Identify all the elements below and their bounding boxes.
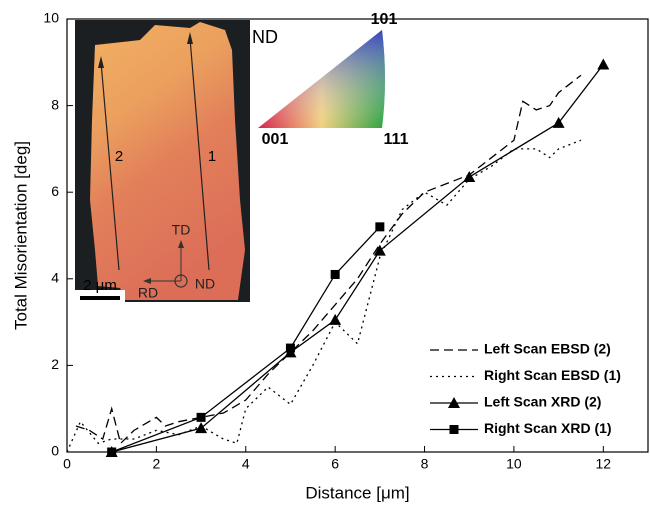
square-marker	[107, 448, 116, 457]
legend-label: Left Scan XRD (2)	[484, 394, 601, 410]
chart: 0246810120246810Distance [μm]Total Misor…	[0, 0, 650, 508]
annotation: 2	[115, 148, 123, 165]
square-marker	[331, 270, 340, 279]
annotation: 111	[384, 131, 409, 148]
annotation: 001	[262, 131, 289, 148]
y-tick-label: 4	[51, 270, 59, 286]
y-axis-label: Total Misorientation [deg]	[11, 141, 30, 330]
x-tick-label: 6	[331, 456, 339, 472]
legend-label: Left Scan EBSD (2)	[484, 341, 611, 357]
x-tick-label: 12	[596, 456, 612, 472]
legend-label: Right Scan EBSD (1)	[484, 367, 621, 383]
annotation: ND	[252, 27, 278, 47]
annotation: RD	[138, 285, 158, 301]
y-tick-label: 10	[43, 10, 59, 26]
x-axis-label: Distance [μm]	[305, 483, 409, 502]
annotation: 101	[371, 11, 398, 28]
x-tick-label: 10	[506, 456, 522, 472]
x-tick-label: 2	[152, 456, 160, 472]
y-tick-label: 8	[51, 96, 59, 112]
inset-map	[75, 20, 250, 302]
square-marker	[375, 222, 384, 231]
annotation: 1	[208, 148, 216, 165]
y-tick-label: 2	[51, 356, 59, 372]
x-tick-label: 8	[421, 456, 429, 472]
triangle-marker	[329, 314, 341, 325]
inset-grain	[90, 22, 245, 300]
x-tick-label: 0	[63, 456, 71, 472]
y-tick-label: 6	[51, 183, 59, 199]
triangle-marker	[553, 117, 565, 128]
square-marker	[286, 344, 295, 353]
triangle-marker	[463, 171, 475, 182]
scale-bar	[80, 296, 120, 300]
x-tick-label: 4	[242, 456, 250, 472]
legend-label: Right Scan XRD (1)	[484, 420, 612, 436]
annotation: TD	[172, 222, 191, 238]
square-marker	[197, 413, 206, 422]
triangle-marker	[597, 58, 609, 69]
annotation: ND	[195, 276, 215, 292]
annotation: 2 μm	[83, 277, 117, 294]
y-tick-label: 0	[51, 443, 59, 459]
square-marker	[450, 425, 459, 434]
